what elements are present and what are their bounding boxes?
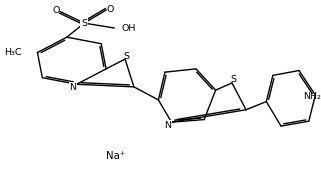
Text: N: N [69,83,76,92]
Text: OH: OH [121,23,135,33]
Text: O: O [53,6,60,15]
Text: O: O [106,4,114,14]
Text: S: S [81,19,87,28]
Text: NH₂: NH₂ [303,92,321,101]
Text: S: S [123,52,129,61]
Text: N: N [164,121,171,130]
Text: Na⁺: Na⁺ [106,151,126,160]
Text: H₃C: H₃C [4,48,22,57]
Text: S: S [230,75,236,85]
